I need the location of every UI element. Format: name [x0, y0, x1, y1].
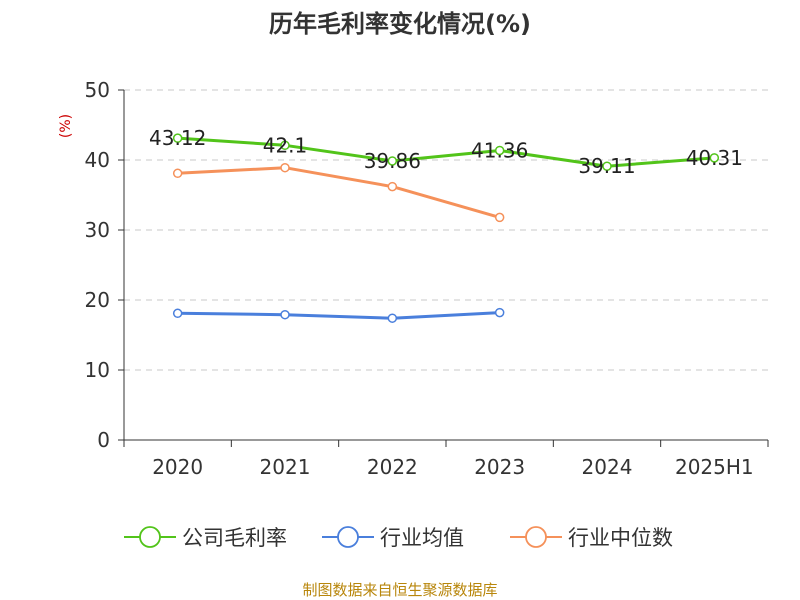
data-point[interactable] [172, 308, 183, 319]
legend-label: 行业均值 [380, 526, 464, 550]
series-line [177, 166, 501, 219]
data-label: 42.1 [263, 133, 308, 157]
data-label: 41.36 [471, 138, 528, 162]
legend-item[interactable]: 公司毛利率 [124, 526, 287, 550]
y-tick-label: 40 [85, 148, 110, 172]
legend-circle-icon [139, 526, 161, 548]
x-tick-label: 2021 [260, 455, 311, 479]
y-tick-label: 0 [97, 428, 110, 452]
x-tick-label: 2023 [474, 455, 525, 479]
y-tick-label: 30 [85, 218, 110, 242]
legend-item[interactable]: 行业均值 [322, 526, 464, 550]
data-point[interactable] [387, 156, 398, 166]
data-point[interactable] [280, 140, 290, 151]
data-label: 39.86 [364, 149, 421, 173]
series-line [177, 311, 500, 320]
data-point[interactable] [280, 309, 290, 320]
legend-label: 行业中位数 [568, 526, 673, 550]
series-line [177, 136, 715, 168]
data-point[interactable] [387, 181, 398, 192]
x-tick-label: 2025H1 [675, 455, 754, 479]
chart-title: 历年毛利率变化情况(%) [269, 10, 531, 38]
legend-label: 公司毛利率 [182, 526, 287, 550]
data-point[interactable] [172, 168, 183, 179]
data-labels: 43.12 42.1 39.86 41.36 39.11 40.31 [149, 126, 743, 178]
data-point[interactable] [494, 145, 505, 156]
y-tick-label: 20 [85, 288, 110, 312]
y-tick-label: 10 [85, 358, 110, 382]
data-point[interactable] [494, 307, 505, 318]
series-layer [172, 133, 720, 323]
axes: 0 10 20 30 40 50 2020 2021 2022 2023 2024 2025H1 [85, 78, 769, 479]
y-tick-label: 50 [85, 78, 110, 102]
legend-circle-icon [337, 526, 359, 548]
data-point[interactable] [602, 161, 612, 171]
data-point[interactable] [172, 133, 183, 143]
x-tick-label: 2022 [367, 455, 418, 479]
source-note: 制图数据来自恒生聚源数据库 [302, 581, 497, 599]
x-tick-label: 2020 [152, 455, 203, 479]
data-label: 40.31 [686, 146, 743, 170]
data-point[interactable] [494, 212, 505, 223]
data-point[interactable] [387, 313, 398, 323]
y-axis-unit: (%) [58, 114, 74, 138]
legend[interactable]: 公司毛利率 行业均值 行业中位数 [124, 526, 673, 550]
legend-circle-icon [525, 526, 547, 548]
data-label: 39.11 [578, 154, 635, 178]
data-point[interactable] [709, 153, 720, 163]
gridlines [124, 89, 768, 371]
x-tick-label: 2024 [582, 455, 633, 479]
data-point[interactable] [280, 162, 290, 173]
legend-item[interactable]: 行业中位数 [510, 526, 673, 550]
data-label: 43.12 [149, 126, 206, 150]
